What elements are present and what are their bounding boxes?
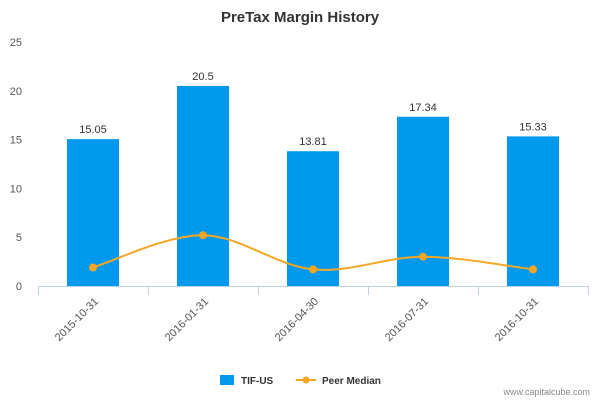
bar-value-label: 13.81 bbox=[299, 136, 327, 148]
x-axis: 2015-10-31 2016-01-31 2016-04-30 2016-07-31… bbox=[38, 286, 589, 344]
legend: TIF-US Peer Median bbox=[220, 375, 381, 387]
y-tick-label: 25 bbox=[10, 37, 22, 49]
legend-label-line: Peer Median bbox=[322, 376, 381, 387]
bar-value-label: 15.05 bbox=[79, 124, 107, 136]
bar bbox=[507, 136, 559, 286]
bar bbox=[177, 85, 229, 286]
x-tick-label: 2016-10-31 bbox=[493, 296, 541, 344]
bar-value-label: 15.33 bbox=[519, 121, 547, 133]
y-tick-label: 5 bbox=[16, 232, 22, 244]
peer-median-point bbox=[309, 265, 317, 274]
x-tick-label: 2016-07-31 bbox=[383, 296, 431, 344]
x-tick-label: 2016-01-31 bbox=[163, 296, 211, 344]
credit-text: www.capitalcube.com bbox=[502, 387, 590, 397]
peer-median-point bbox=[199, 231, 207, 240]
y-tick-label: 10 bbox=[10, 183, 22, 195]
bar-value-label: 20.5 bbox=[192, 71, 213, 83]
bar-value-label: 17.34 bbox=[409, 102, 437, 114]
line-series bbox=[89, 231, 537, 274]
bar-series bbox=[67, 85, 559, 286]
y-tick-label: 0 bbox=[16, 281, 22, 293]
legend-swatch-bar bbox=[220, 375, 234, 385]
y-tick-label: 15 bbox=[10, 135, 22, 147]
bar bbox=[287, 151, 339, 286]
legend-label-bar: TIF-US bbox=[241, 376, 274, 387]
peer-median-point bbox=[89, 263, 97, 272]
x-tick-label: 2015-10-31 bbox=[53, 296, 101, 344]
legend-swatch-marker bbox=[302, 376, 310, 384]
peer-median-point bbox=[529, 265, 537, 274]
peer-median-point bbox=[419, 252, 427, 261]
chart-title: PreTax Margin History bbox=[221, 9, 380, 26]
x-tick-label: 2016-04-30 bbox=[273, 296, 321, 344]
y-axis-ticks: 0 5 10 15 20 25 bbox=[10, 37, 22, 293]
data-labels: 15.05 20.5 13.81 17.34 15.33 bbox=[79, 71, 547, 148]
y-tick-label: 20 bbox=[10, 86, 22, 98]
